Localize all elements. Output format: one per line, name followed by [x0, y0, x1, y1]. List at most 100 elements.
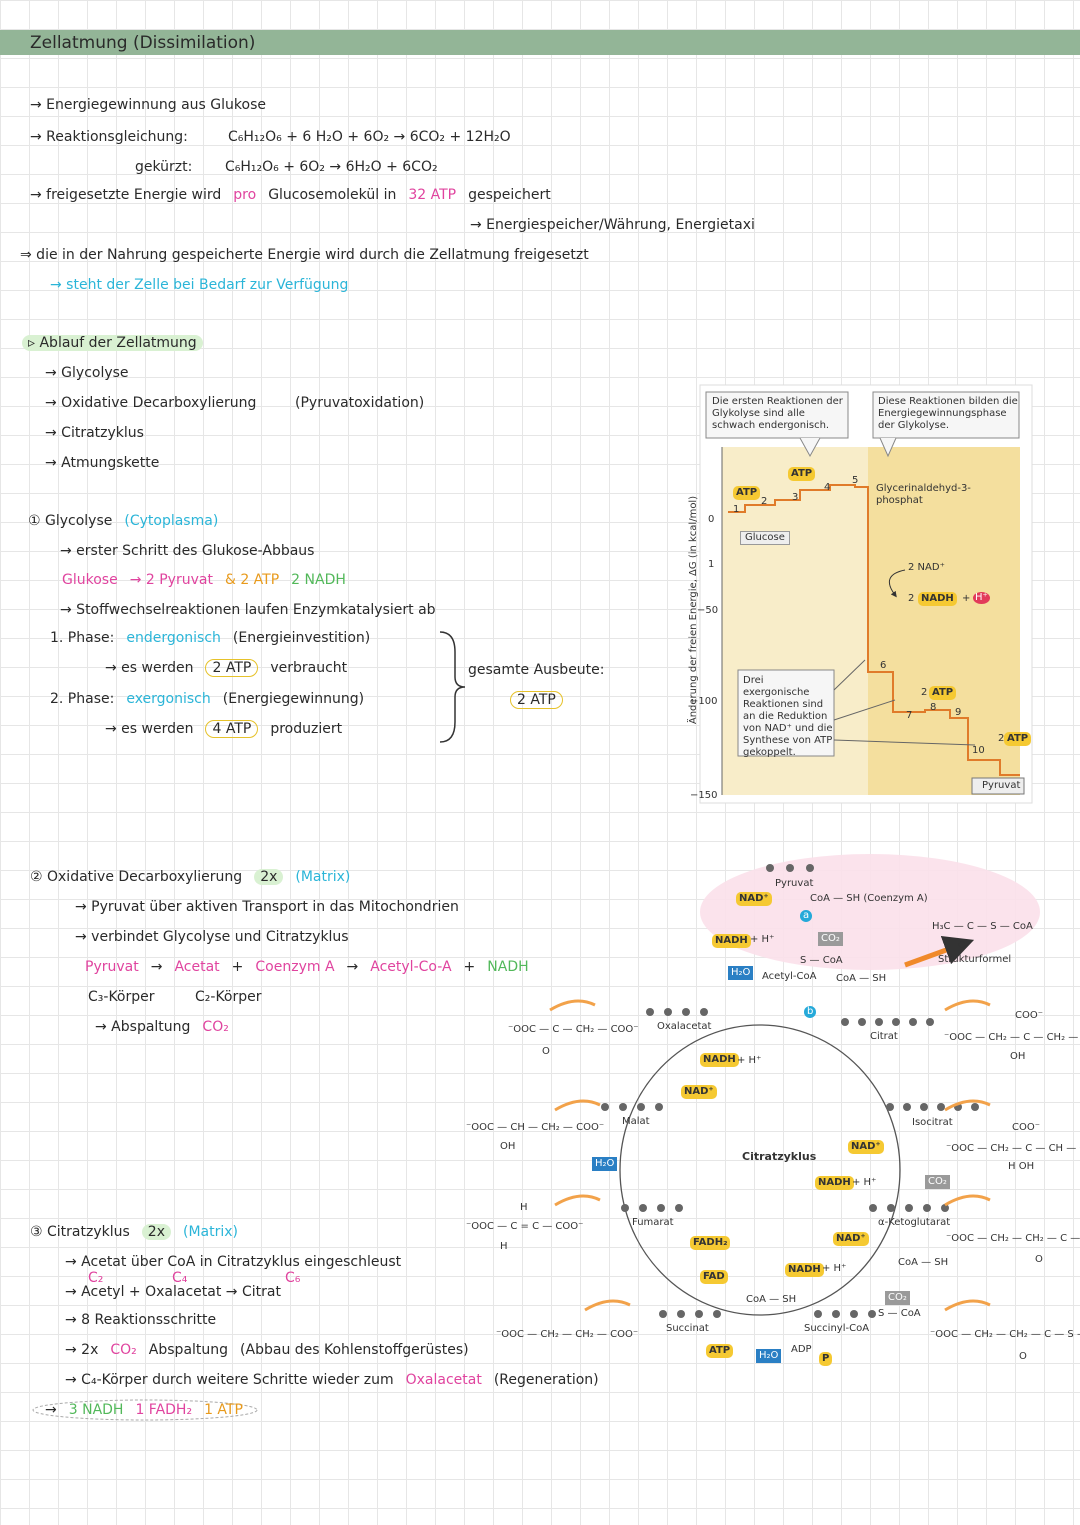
note-line: → Energiegewinnung aus Glukose [30, 95, 266, 115]
note-text: pro [233, 187, 257, 203]
note-text: → erster Schritt des Glukose-Abbaus [60, 543, 315, 559]
figure-label: H₂O [756, 1349, 782, 1363]
note-line: → Abspaltung CO₂ [95, 1017, 229, 1037]
note-text: 2x [141, 1224, 171, 1240]
figure-label: + H⁺ [822, 1263, 847, 1274]
brace [439, 631, 466, 743]
atp-badge: ATP [929, 686, 957, 700]
note-text: → [150, 959, 163, 975]
note-text: 2 ATP [205, 659, 259, 677]
note-text: (Energieinvestition) [232, 630, 371, 646]
figure-label: + H⁺ [750, 934, 775, 945]
note-line: 2 ATP [510, 690, 563, 710]
citrate-figure [549, 854, 1040, 1318]
figure-label: CoA — SH (Coenzym A) [810, 893, 928, 904]
figure-label: H OH [1008, 1161, 1035, 1172]
note-text: → [346, 959, 359, 975]
figure-label: ⁻OOC — CH — CH₂ — COO⁻ [466, 1122, 605, 1133]
note-line: → 2x CO₂ Abspaltung (Abbau des Kohlenstoffg… [65, 1340, 469, 1360]
note-text: Oxalacetat [405, 1372, 482, 1388]
note-text: ② Oxidative Decarboxylierung [30, 869, 243, 885]
figure-label: NADH [815, 1176, 854, 1190]
note-text: C₆ [285, 1270, 301, 1286]
figure-label: Citrat [870, 1031, 898, 1042]
figure-label: H [520, 1202, 528, 1213]
nadh-count: 2 [908, 593, 915, 604]
figure-label: COO⁻ [1015, 1010, 1044, 1021]
figure-label: NAD⁺ [833, 1232, 869, 1246]
note-line: Glukose → 2 Pyruvat & 2 ATP 2 NADH [62, 570, 346, 590]
note-line: → Energiespeicher/Währung, Energietaxi [470, 215, 755, 235]
note-text: (Regeneration) [493, 1372, 599, 1388]
note-line: ② Oxidative Decarboxylierung 2x (Matrix) [30, 867, 350, 887]
note-line: → Stoffwechselreaktionen laufen Enzymkat… [60, 600, 436, 620]
note-text: 32 ATP [408, 187, 457, 203]
note-text: ⇒ die in der Nahrung gespeicherte Energi… [20, 247, 589, 263]
note-line: → Pyruvat über aktiven Transport in das … [75, 897, 459, 917]
figure-label: CoA — SH [898, 1257, 949, 1268]
figure-label: O [542, 1046, 550, 1057]
figure-label: α-Ketoglutarat [878, 1217, 951, 1228]
note-text: → [45, 1402, 57, 1418]
note-text: Acetat [174, 959, 220, 975]
note-text: 2 ATP [510, 691, 563, 709]
figure-label: ⁻OOC — CH₂ — CH₂ — COO⁻ [496, 1329, 639, 1340]
glycolysis-figure [699, 384, 1033, 804]
note-text: CO₂ [202, 1019, 229, 1035]
note-text: (Matrix) [182, 1224, 238, 1240]
figure-label: OH [500, 1141, 516, 1152]
figure-label: CO₂ [925, 1175, 950, 1189]
figure-label: NADH [712, 934, 751, 948]
nad-label: 2 NAD⁺ [908, 562, 945, 573]
note-text: + [231, 959, 244, 975]
step: 9 [955, 707, 962, 718]
note-text: NADH [487, 959, 529, 975]
figure-label: Acetyl-CoA [762, 971, 817, 982]
y-tick-label: −100 [690, 696, 718, 707]
note-text: → Stoffwechselreaktionen laufen Enzymkat… [60, 602, 436, 618]
y-tick-label: −150 [690, 790, 718, 801]
figure-label: O [1035, 1254, 1043, 1265]
note-text: → Atmungskette [45, 455, 160, 471]
note-text: → Acetyl + Oxalacetat → Citrat [65, 1284, 281, 1300]
note-text: 3 NADH [68, 1402, 124, 1418]
note-text: C₃-Körper [88, 989, 155, 1005]
note-line: ① Glycolyse (Cytoplasma) [28, 511, 218, 531]
figure-label: + H⁺ [737, 1055, 762, 1066]
note-text: 1 FADH₂ [135, 1402, 193, 1418]
note-text: 2. Phase: [50, 691, 115, 707]
figure-label: a [800, 910, 813, 922]
glucose-label: Glucose [740, 531, 790, 545]
figure-label: Pyruvat [775, 878, 814, 889]
figure-label: Succinat [666, 1323, 709, 1334]
figure-label: FAD [700, 1270, 728, 1284]
figure-label: H₂O [592, 1157, 618, 1171]
note-text: (Energiegewinnung) [222, 691, 365, 707]
figure-label: ⁻OOC — CH₂ — CH₂ — C — S — CoA [930, 1329, 1080, 1340]
note-text: → Energiegewinnung aus Glukose [30, 97, 266, 113]
figure-label: Oxalacetat [657, 1021, 712, 1032]
figure-label: Malat [622, 1116, 650, 1127]
note-text: gekürzt: [135, 159, 193, 175]
figure-label: CoA — SH [746, 1294, 797, 1305]
figure-label: COO⁻ [1012, 1122, 1041, 1133]
count: 2 [998, 733, 1005, 744]
figure-label: S — CoA [878, 1308, 921, 1319]
note-text: Glucosemolekül in [268, 187, 397, 203]
note-line: gesamte Ausbeute: [468, 660, 605, 680]
section-heading: ▹ Ablauf der Zellatmung [22, 333, 203, 353]
note-line: → Acetyl + Oxalacetat → Citrat [65, 1282, 281, 1302]
figure-label: O [1019, 1351, 1027, 1362]
step: 2 [761, 496, 768, 507]
note-line: ⇒ die in der Nahrung gespeicherte Energi… [20, 245, 589, 265]
note-text: 2x [254, 869, 284, 885]
note-text: 2 NADH [291, 572, 346, 588]
note-line: → 3 NADH 1 FADH₂ 1 ATP [45, 1400, 243, 1420]
note-text: (Pyruvatoxidation) [295, 395, 425, 411]
note-line: ③ Citratzyklus 2x (Matrix) [30, 1222, 238, 1242]
figure-label: ⁻OOC — CH₂ — C — CH₂ — COO⁻ [944, 1032, 1080, 1043]
note-text: + [463, 959, 476, 975]
step: 8 [930, 702, 937, 713]
callout: Drei exergonische Reaktionen sind an die… [743, 675, 833, 758]
